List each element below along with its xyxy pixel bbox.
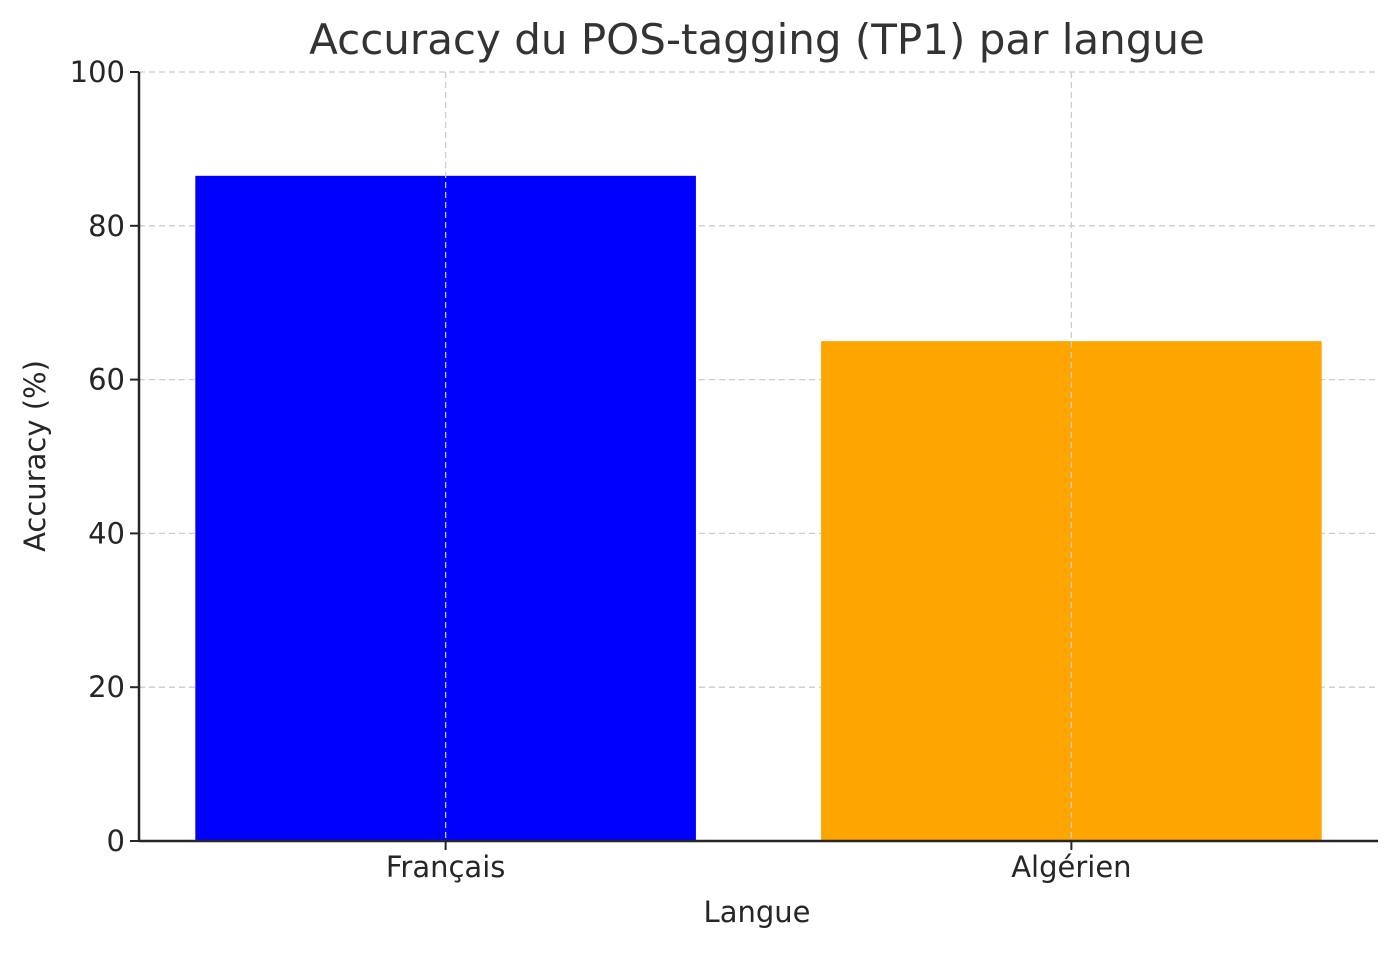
x-axis-label: Langue xyxy=(704,895,811,929)
x-tick-label: Algérien xyxy=(1011,850,1131,884)
y-tick-label: 60 xyxy=(88,363,125,397)
ticks: 0 20 40 60 80 100 Français Algérien xyxy=(70,55,1132,884)
y-tick-label: 20 xyxy=(88,670,125,704)
y-tick-label: 100 xyxy=(70,55,125,89)
y-tick-label: 80 xyxy=(88,209,125,243)
y-tick-label: 0 xyxy=(107,824,125,858)
chart-title: Accuracy du POS-tagging (TP1) par langue xyxy=(309,15,1205,64)
axes xyxy=(137,72,1378,843)
vertical-grid xyxy=(444,72,1073,841)
bars xyxy=(195,175,1322,841)
x-tick-label: Français xyxy=(386,850,506,884)
y-axis-label: Accuracy (%) xyxy=(18,360,52,552)
y-tick-label: 40 xyxy=(88,516,125,550)
